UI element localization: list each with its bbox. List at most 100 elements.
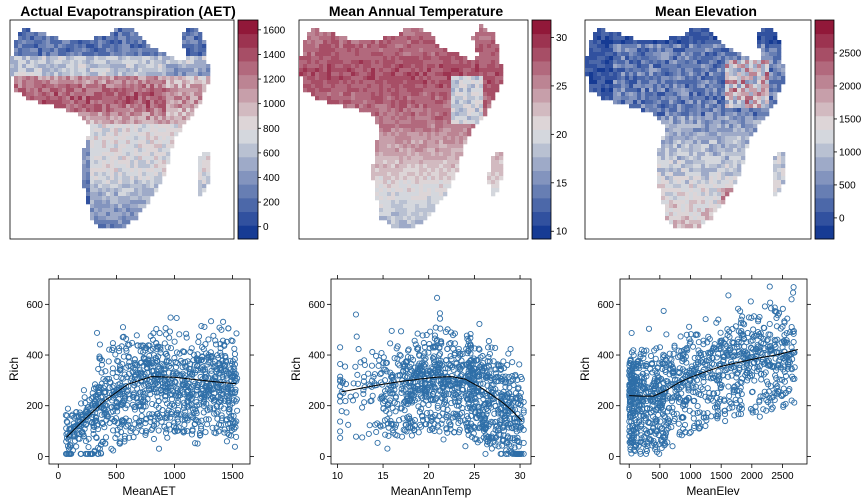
map-cell bbox=[58, 60, 63, 65]
map-cell bbox=[351, 60, 356, 65]
map-cell bbox=[689, 196, 694, 201]
map-cell bbox=[14, 48, 19, 53]
map-cell bbox=[74, 108, 79, 113]
map-cell bbox=[709, 104, 714, 109]
map-cell bbox=[451, 136, 456, 141]
map-cell bbox=[479, 108, 484, 113]
map-cell bbox=[403, 180, 408, 185]
map-cell bbox=[407, 100, 412, 105]
map-cell bbox=[483, 64, 488, 69]
map-cell bbox=[455, 132, 460, 137]
colorbar-segment bbox=[238, 170, 258, 185]
map-cell bbox=[162, 168, 167, 173]
map-cell bbox=[90, 172, 95, 177]
map-cell bbox=[150, 52, 155, 57]
map-cell bbox=[146, 96, 151, 101]
map-cell bbox=[102, 72, 107, 77]
map-cell bbox=[589, 44, 594, 49]
map-cell bbox=[701, 96, 706, 101]
map-cell bbox=[178, 124, 183, 129]
map-cell bbox=[749, 80, 754, 85]
map-cell bbox=[323, 40, 328, 45]
map-cell bbox=[335, 92, 340, 97]
map-cell bbox=[407, 156, 412, 161]
map-cell bbox=[122, 40, 127, 45]
map-cell bbox=[737, 60, 742, 65]
map-cell bbox=[677, 76, 682, 81]
map-cell bbox=[158, 108, 163, 113]
map-cell bbox=[669, 100, 674, 105]
map-cell bbox=[721, 96, 726, 101]
map-cell bbox=[717, 52, 722, 57]
map-cell bbox=[114, 32, 119, 37]
map-cell bbox=[403, 112, 408, 117]
map-cell bbox=[190, 108, 195, 113]
map-cell bbox=[198, 60, 203, 65]
map-cell bbox=[58, 44, 63, 49]
map-cell bbox=[399, 60, 404, 65]
map-cell bbox=[146, 172, 151, 177]
map-cell bbox=[379, 72, 384, 77]
map-cell bbox=[78, 108, 83, 113]
map-cell bbox=[122, 112, 127, 117]
map-cell bbox=[455, 136, 460, 141]
map-cell bbox=[411, 92, 416, 97]
map-cell bbox=[467, 72, 472, 77]
map-cell bbox=[613, 52, 618, 57]
map-cell bbox=[661, 60, 666, 65]
map-cell bbox=[98, 80, 103, 85]
map-cell bbox=[713, 40, 718, 45]
map-cell bbox=[118, 208, 123, 213]
map-cell bbox=[331, 44, 336, 49]
map-cell bbox=[198, 176, 203, 181]
map-cell bbox=[134, 120, 139, 125]
map-cell bbox=[110, 72, 115, 77]
map-cell bbox=[94, 92, 99, 97]
map-cell bbox=[399, 196, 404, 201]
map-cell bbox=[459, 108, 464, 113]
map-cell bbox=[665, 76, 670, 81]
map-cell bbox=[98, 88, 103, 93]
map-cell bbox=[130, 100, 135, 105]
map-cell bbox=[134, 204, 139, 209]
map-cell bbox=[142, 52, 147, 57]
map-cell bbox=[415, 136, 420, 141]
map-cell bbox=[202, 156, 207, 161]
map-cell bbox=[58, 80, 63, 85]
map-cell bbox=[122, 216, 127, 221]
map-cell bbox=[194, 52, 199, 57]
map-cell bbox=[669, 180, 674, 185]
map-cell bbox=[669, 216, 674, 221]
map-cell bbox=[54, 56, 59, 61]
map-cell bbox=[315, 56, 320, 61]
map-cell bbox=[130, 120, 135, 125]
map-cell bbox=[697, 136, 702, 141]
map-cell bbox=[745, 108, 750, 113]
map-cell bbox=[134, 148, 139, 153]
map-cell bbox=[86, 200, 91, 205]
map-cell bbox=[86, 84, 91, 89]
map-cell bbox=[721, 120, 726, 125]
map-cell bbox=[375, 48, 380, 53]
map-cell bbox=[166, 124, 171, 129]
map-cell bbox=[725, 112, 730, 117]
map-cell bbox=[98, 52, 103, 57]
map-cell bbox=[451, 168, 456, 173]
map-cell bbox=[455, 164, 460, 169]
map-cell bbox=[689, 124, 694, 129]
map-cell bbox=[58, 72, 63, 77]
map-cell bbox=[86, 112, 91, 117]
map-cell bbox=[347, 80, 352, 85]
map-cell bbox=[110, 164, 115, 169]
map-cell bbox=[122, 60, 127, 65]
map-cell bbox=[375, 76, 380, 81]
map-cell bbox=[765, 52, 770, 57]
map-cell bbox=[407, 172, 412, 177]
map-cell bbox=[355, 40, 360, 45]
map-cell bbox=[757, 108, 762, 113]
map-cell bbox=[383, 196, 388, 201]
map-cell bbox=[174, 112, 179, 117]
map-cell bbox=[705, 204, 710, 209]
map-cell bbox=[701, 220, 706, 225]
map-cell bbox=[705, 196, 710, 201]
